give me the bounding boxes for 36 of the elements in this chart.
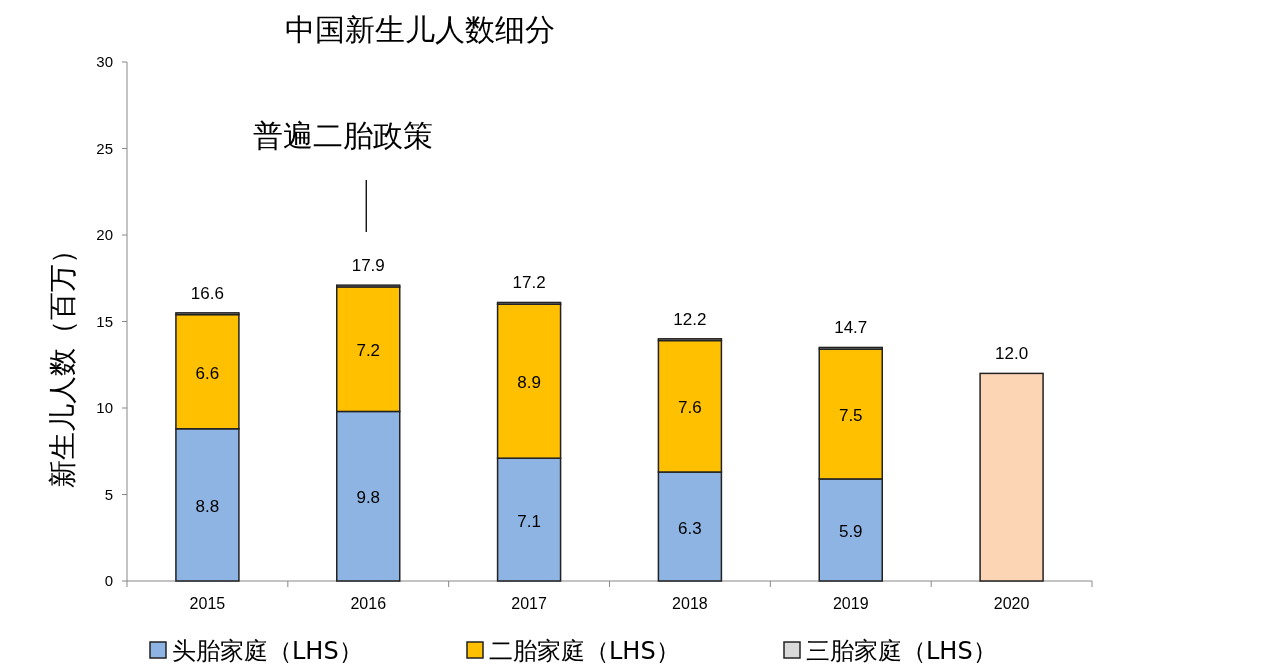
y-tick-label: 0 <box>104 572 113 589</box>
annotation: 16.6 <box>190 283 224 303</box>
legend-label: 二胎家庭（LHS） <box>489 637 680 665</box>
annotation: 17.2 <box>512 273 546 293</box>
x-tick-label: 2018 <box>672 595 708 612</box>
y-tick-label: 25 <box>96 139 113 157</box>
bar <box>979 372 1044 582</box>
y-axis-title: 新生儿人数（百万） <box>46 235 79 488</box>
annotation: 12.2 <box>673 309 707 329</box>
legend-label: 头胎家庭（LHS） <box>172 637 363 665</box>
y-tick-label: 20 <box>96 226 113 243</box>
y-tick-label: 30 <box>96 53 113 70</box>
y-tick-label: 5 <box>104 485 113 503</box>
data-label: 7.5 <box>838 406 863 426</box>
annotation: 普遍二胎政策 <box>253 118 434 153</box>
data-label: 8.9 <box>517 373 541 393</box>
chart-title: 中国新生儿人数细分 <box>285 12 555 47</box>
data-label: 12.0 <box>995 344 1029 364</box>
x-tick-label: 2016 <box>350 595 387 612</box>
data-label: 6.6 <box>195 363 220 383</box>
annotation: 17.9 <box>351 256 385 276</box>
data-label: 7.1 <box>517 511 541 531</box>
x-tick-label: 2019 <box>832 595 869 612</box>
x-tick-label: 2017 <box>511 595 547 612</box>
data-label: 8.8 <box>195 496 220 516</box>
y-tick-label: 10 <box>96 399 113 416</box>
data-label: 7.2 <box>356 341 381 361</box>
x-tick-label: 2015 <box>189 595 226 612</box>
y-tick-label: 15 <box>96 312 113 330</box>
data-label: 9.8 <box>356 488 381 508</box>
data-label: 6.3 <box>678 518 702 538</box>
data-label: 5.9 <box>838 521 863 541</box>
x-tick-label: 2020 <box>993 595 1030 612</box>
data-label: 7.6 <box>678 398 702 418</box>
legend-label: 三胎家庭（LHS） <box>806 637 997 665</box>
annotation: 14.7 <box>834 318 868 338</box>
